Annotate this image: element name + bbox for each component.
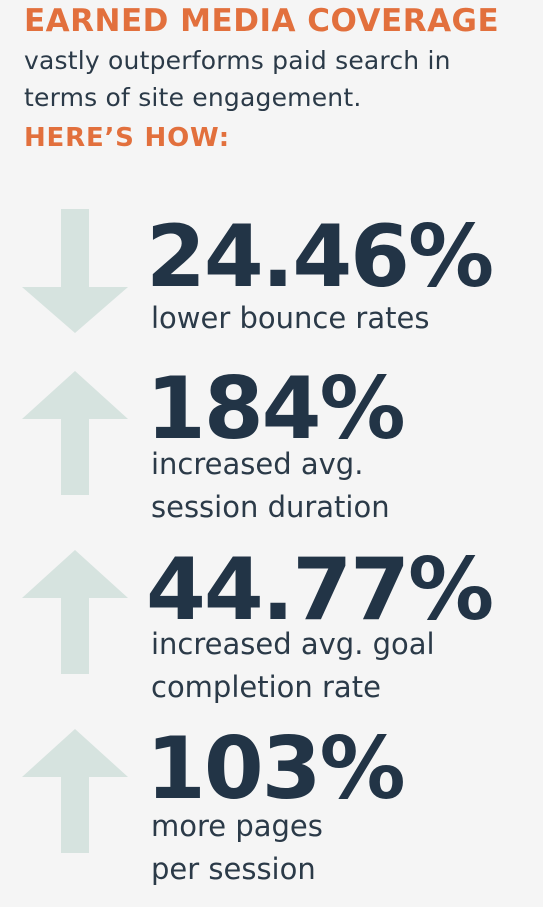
stat-value: 184% bbox=[146, 359, 406, 459]
header: EARNED MEDIA COVERAGE vastly outperforms… bbox=[24, 0, 534, 158]
heres-how-heading: HERE’S HOW: bbox=[24, 123, 230, 153]
stat-value: 103% bbox=[146, 719, 406, 819]
subline-1: vastly outperforms paid search in bbox=[24, 46, 451, 75]
stat-description: increased avg. session duration bbox=[151, 447, 390, 524]
stat-description: increased avg. goal completion rate bbox=[151, 627, 435, 704]
stat-description: more pages per session bbox=[151, 809, 323, 886]
headline: EARNED MEDIA COVERAGE bbox=[24, 3, 500, 39]
stat-value: 44.77% bbox=[146, 540, 494, 640]
down-arrow-icon bbox=[22, 209, 128, 333]
stat-value: 24.46% bbox=[146, 207, 494, 307]
up-arrow-icon bbox=[22, 371, 128, 495]
up-arrow-icon bbox=[22, 550, 128, 674]
up-arrow-icon bbox=[22, 729, 128, 853]
stat-description: lower bounce rates bbox=[151, 301, 430, 335]
subline-2: terms of site engagement. bbox=[24, 83, 362, 112]
